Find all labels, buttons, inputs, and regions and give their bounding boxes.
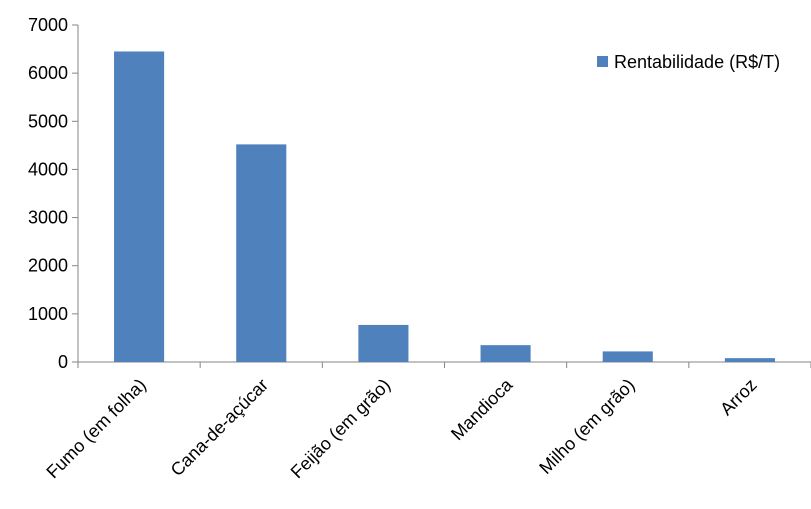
y-tick-label: 0 [58,352,68,372]
bar [114,51,165,362]
x-category-label: Cana-de-açúcar [167,375,272,480]
x-axis: Fumo (em folha) Cana-de-açúcar Feijão (em … [42,361,811,483]
y-tick-label: 3000 [28,208,68,228]
y-tick-label: 5000 [28,111,68,131]
y-axis: 0 1000 2000 3000 4000 5000 6000 7000 [28,15,79,372]
x-category-label: Mandioca [447,374,517,444]
y-tick-label: 4000 [28,159,68,179]
bar [602,351,653,362]
x-category-label: Milho (em grão) [535,375,638,478]
x-category-label: Feijão (em grão) [287,375,395,483]
bar [724,358,775,362]
x-category-label: Arroz [716,375,761,420]
y-tick-label: 7000 [28,15,68,35]
y-tick-label: 2000 [28,256,68,276]
bars [114,51,775,362]
x-category-label: Fumo (em folha) [42,375,150,483]
y-tick-label: 6000 [28,63,68,83]
legend-label: Rentabilidade (R$/T) [614,52,780,72]
bar [480,345,531,362]
y-tick-label: 1000 [28,304,68,324]
bar [236,144,287,362]
legend-swatch [597,56,608,67]
legend: Rentabilidade (R$/T) [597,52,780,72]
bar [358,324,409,362]
